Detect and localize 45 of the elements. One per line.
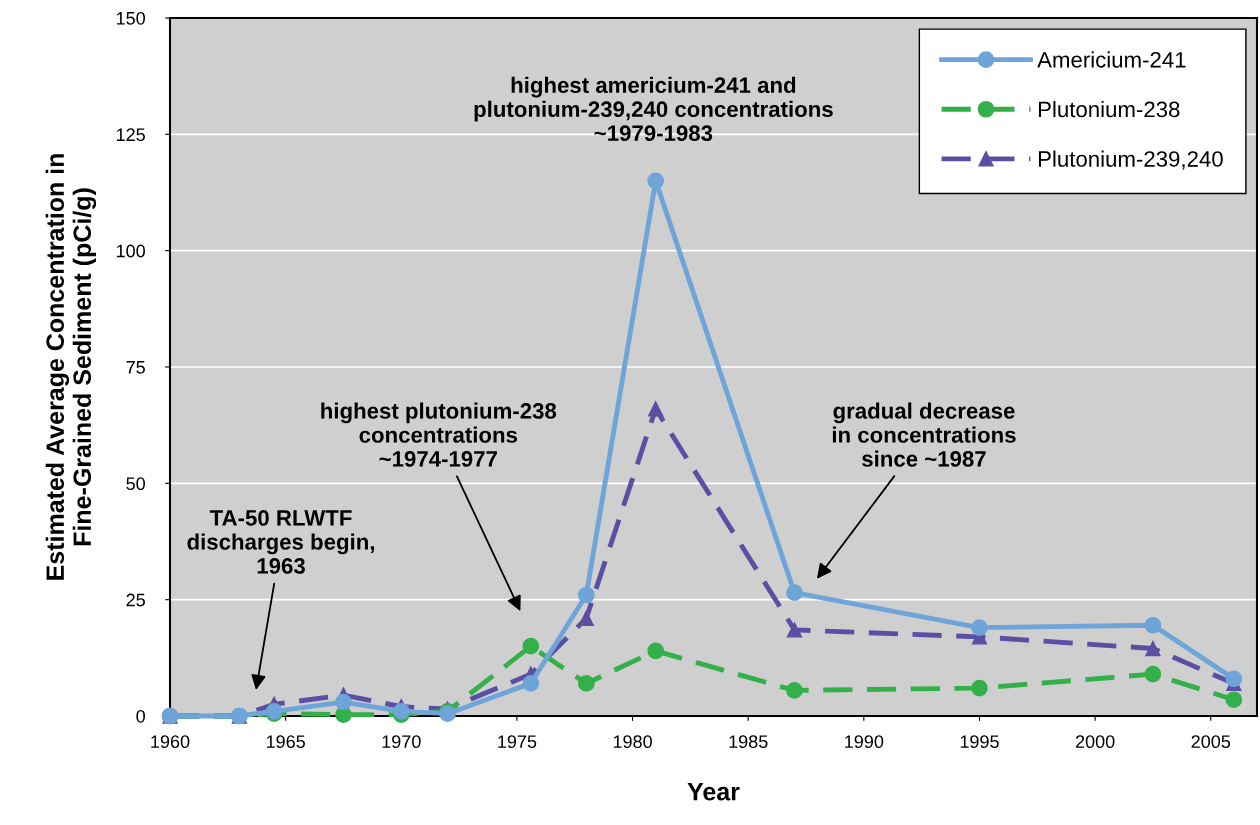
y-tick-label: 75	[126, 361, 145, 374]
point	[578, 610, 594, 626]
point	[971, 619, 988, 636]
legend-label: Plutonium-239,240	[1038, 150, 1223, 170]
point	[786, 622, 803, 638]
y-tick-label: 100	[116, 244, 145, 258]
point	[1144, 616, 1162, 634]
x-tick-label: 1975	[498, 735, 537, 749]
x-tick-label: 1980	[613, 735, 652, 749]
y-axis-title: Estimated Average Concentration in Fine-Grained Sediment (pCi/g)	[45, 154, 97, 580]
point	[1225, 691, 1243, 709]
x-tick-label: 1995	[960, 735, 999, 749]
legend-label: Americium-241	[1037, 51, 1186, 68]
y-tick-label: 50	[126, 477, 145, 491]
annotation: highest americium-241 and plutonium-239,240 concentrations ~1979-1983	[474, 76, 833, 142]
x-tick-label: 2000	[1075, 735, 1115, 749]
x-tick-label: 1990	[845, 735, 884, 749]
y-tick-label: 125	[116, 128, 145, 142]
annotation: gradual decrease in concentrations since ~1987	[832, 402, 1016, 467]
point	[1225, 670, 1243, 688]
legend-label: Plutonium-238	[1038, 100, 1180, 118]
point	[971, 679, 988, 697]
point	[648, 401, 664, 417]
point	[1144, 665, 1162, 683]
point	[647, 642, 665, 660]
x-tick-label: 1965	[266, 735, 305, 749]
y-tick-label: 150	[116, 11, 145, 25]
point	[577, 586, 595, 604]
y-tick-label: 0	[136, 709, 145, 723]
x-tick-label: 2005	[1191, 735, 1231, 749]
point	[786, 584, 803, 602]
point	[335, 693, 352, 711]
point	[522, 675, 540, 692]
point	[577, 675, 595, 692]
point	[522, 637, 540, 655]
point	[1145, 640, 1161, 657]
point	[786, 682, 803, 699]
x-tick-label: 1970	[382, 735, 421, 749]
x-tick-label: 1960	[151, 735, 190, 749]
annotation: highest plutonium-238 concentrations ~1974-1977	[321, 402, 557, 467]
point	[647, 172, 665, 190]
x-axis-title: Year	[687, 783, 740, 801]
y-tick-label: 25	[126, 593, 145, 607]
x-tick-label: 1985	[729, 735, 768, 749]
annotation: TA-50 RLWTF discharges begin, 1963	[187, 510, 375, 574]
